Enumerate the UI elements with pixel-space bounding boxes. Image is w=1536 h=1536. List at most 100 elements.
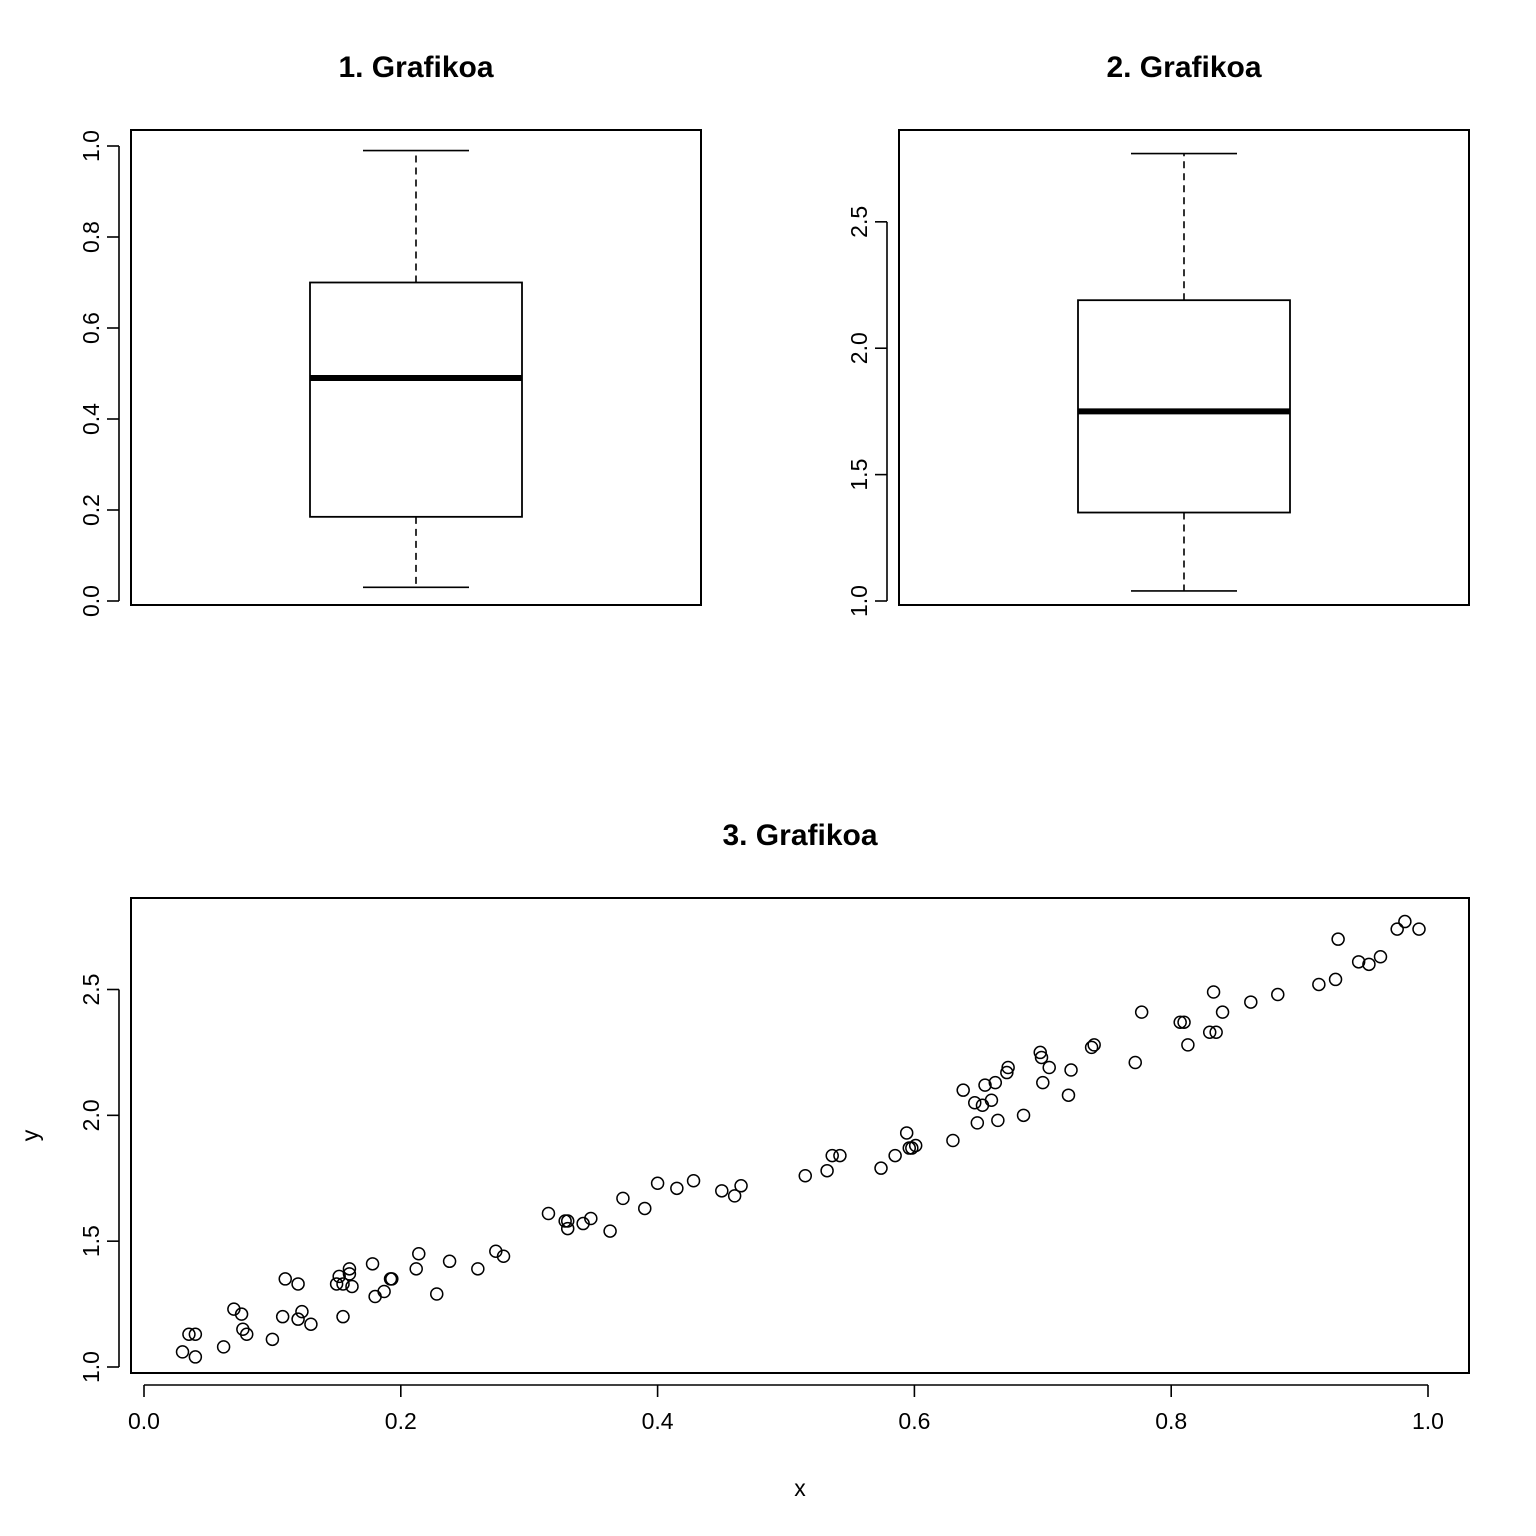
data-point <box>1042 1060 1056 1075</box>
data-point <box>825 1148 839 1163</box>
x-tick-label: 1.0 <box>1412 1408 1444 1434</box>
data-point <box>967 1096 982 1110</box>
plot-frame <box>898 129 1470 606</box>
interquartile-box <box>1077 299 1291 514</box>
data-point <box>560 1214 575 1228</box>
data-point <box>216 1340 231 1354</box>
data-points <box>175 914 1426 1364</box>
data-point <box>978 1078 992 1092</box>
data-point <box>377 1284 391 1299</box>
data-point <box>430 1287 444 1301</box>
y-tick-label: 1.0 <box>78 1351 104 1383</box>
data-point <box>1202 1025 1217 1040</box>
data-point <box>1128 1055 1142 1070</box>
data-point <box>342 1262 357 1276</box>
data-point <box>385 1272 399 1286</box>
data-point <box>670 1181 684 1196</box>
interquartile-box <box>309 281 523 518</box>
data-point <box>234 1307 249 1321</box>
y-tick-label: 0.2 <box>78 494 104 526</box>
data-point <box>336 1277 350 1291</box>
y-tick-label: 1.5 <box>846 459 872 491</box>
data-point <box>1181 1038 1195 1052</box>
data-point <box>1087 1038 1101 1052</box>
y-tick-label: 1.5 <box>78 1225 104 1257</box>
data-point <box>1373 950 1388 964</box>
data-point <box>1177 1015 1191 1029</box>
panel-scatter-3: 3. Grafikoa 1.0 1.5 2.0 2.5 0.0 0.2 0.4 0.6 0.8 1.… <box>17 819 1470 1501</box>
data-point <box>616 1191 630 1206</box>
data-point <box>1134 1005 1149 1019</box>
boxplot <box>1077 152 1291 592</box>
data-point <box>175 1345 190 1359</box>
data-point <box>991 1113 1005 1128</box>
data-point <box>412 1247 426 1261</box>
plot-frame <box>130 897 1470 1374</box>
data-point <box>650 1176 665 1191</box>
data-point <box>336 1309 350 1324</box>
data-point <box>899 1126 914 1140</box>
y-axis: 1.0 1.5 2.0 2.5 <box>78 974 120 1383</box>
data-point <box>239 1327 254 1342</box>
data-point <box>329 1277 344 1291</box>
x-axis: 0.0 0.2 0.4 0.6 0.8 1.0 <box>128 1384 1444 1434</box>
y-tick-label: 1.0 <box>846 585 872 617</box>
data-point <box>686 1174 701 1188</box>
data-point <box>1084 1040 1099 1055</box>
y-axis: 1.0 1.5 2.0 2.5 <box>846 206 888 617</box>
data-point <box>888 1148 902 1163</box>
data-point <box>291 1312 305 1326</box>
x-tick-label: 0.0 <box>128 1408 160 1434</box>
x-tick-label: 0.2 <box>385 1408 417 1434</box>
data-point <box>908 1138 923 1153</box>
data-point <box>1390 922 1404 936</box>
data-point <box>1001 1060 1015 1075</box>
data-point <box>1033 1045 1047 1060</box>
y-tick-label: 0.6 <box>78 312 104 344</box>
y-tick-label: 2.0 <box>78 1099 104 1131</box>
y-axis: 0.0 0.2 0.4 0.6 0.8 1.0 <box>78 130 120 617</box>
data-point <box>1215 1005 1230 1019</box>
data-point <box>560 1221 575 1236</box>
data-point <box>496 1249 511 1264</box>
data-point <box>278 1272 292 1286</box>
data-point <box>715 1184 729 1198</box>
y-axis-label: y <box>17 1129 43 1141</box>
data-point <box>956 1083 970 1097</box>
panel-boxplot-1: 1. Grafikoa 0.0 0.2 0.4 0.6 0.8 1.0 <box>78 51 702 617</box>
data-point <box>182 1327 196 1342</box>
plot-frame <box>130 129 702 606</box>
data-point <box>727 1189 742 1203</box>
data-point <box>1271 987 1285 1002</box>
boxplot <box>309 149 523 589</box>
data-point <box>1312 977 1326 992</box>
data-point <box>1362 957 1376 972</box>
y-tick-label: 2.5 <box>846 206 872 238</box>
data-point <box>798 1168 813 1183</box>
y-tick-label: 2.0 <box>846 332 872 364</box>
x-tick-label: 0.8 <box>1155 1408 1187 1434</box>
x-tick-label: 0.6 <box>898 1408 930 1434</box>
data-point <box>905 1141 919 1155</box>
y-tick-label: 0.0 <box>78 585 104 617</box>
data-point <box>638 1201 652 1216</box>
chart-title: 1. Grafikoa <box>338 51 493 84</box>
data-point <box>295 1304 309 1319</box>
data-point <box>1328 972 1343 987</box>
x-axis-label: x <box>794 1475 806 1501</box>
panel-boxplot-2: 2. Grafikoa 1.0 1.5 2.0 2.5 <box>846 51 1470 617</box>
data-point <box>1000 1065 1014 1080</box>
data-point <box>1206 985 1221 999</box>
data-point <box>833 1148 847 1163</box>
data-point <box>342 1267 357 1281</box>
data-point <box>471 1262 485 1276</box>
data-point <box>409 1262 423 1276</box>
data-point <box>734 1179 748 1193</box>
data-point <box>603 1224 617 1238</box>
data-point <box>1064 1063 1078 1077</box>
data-point <box>1016 1108 1031 1123</box>
data-point <box>946 1133 960 1148</box>
data-point <box>188 1350 203 1364</box>
